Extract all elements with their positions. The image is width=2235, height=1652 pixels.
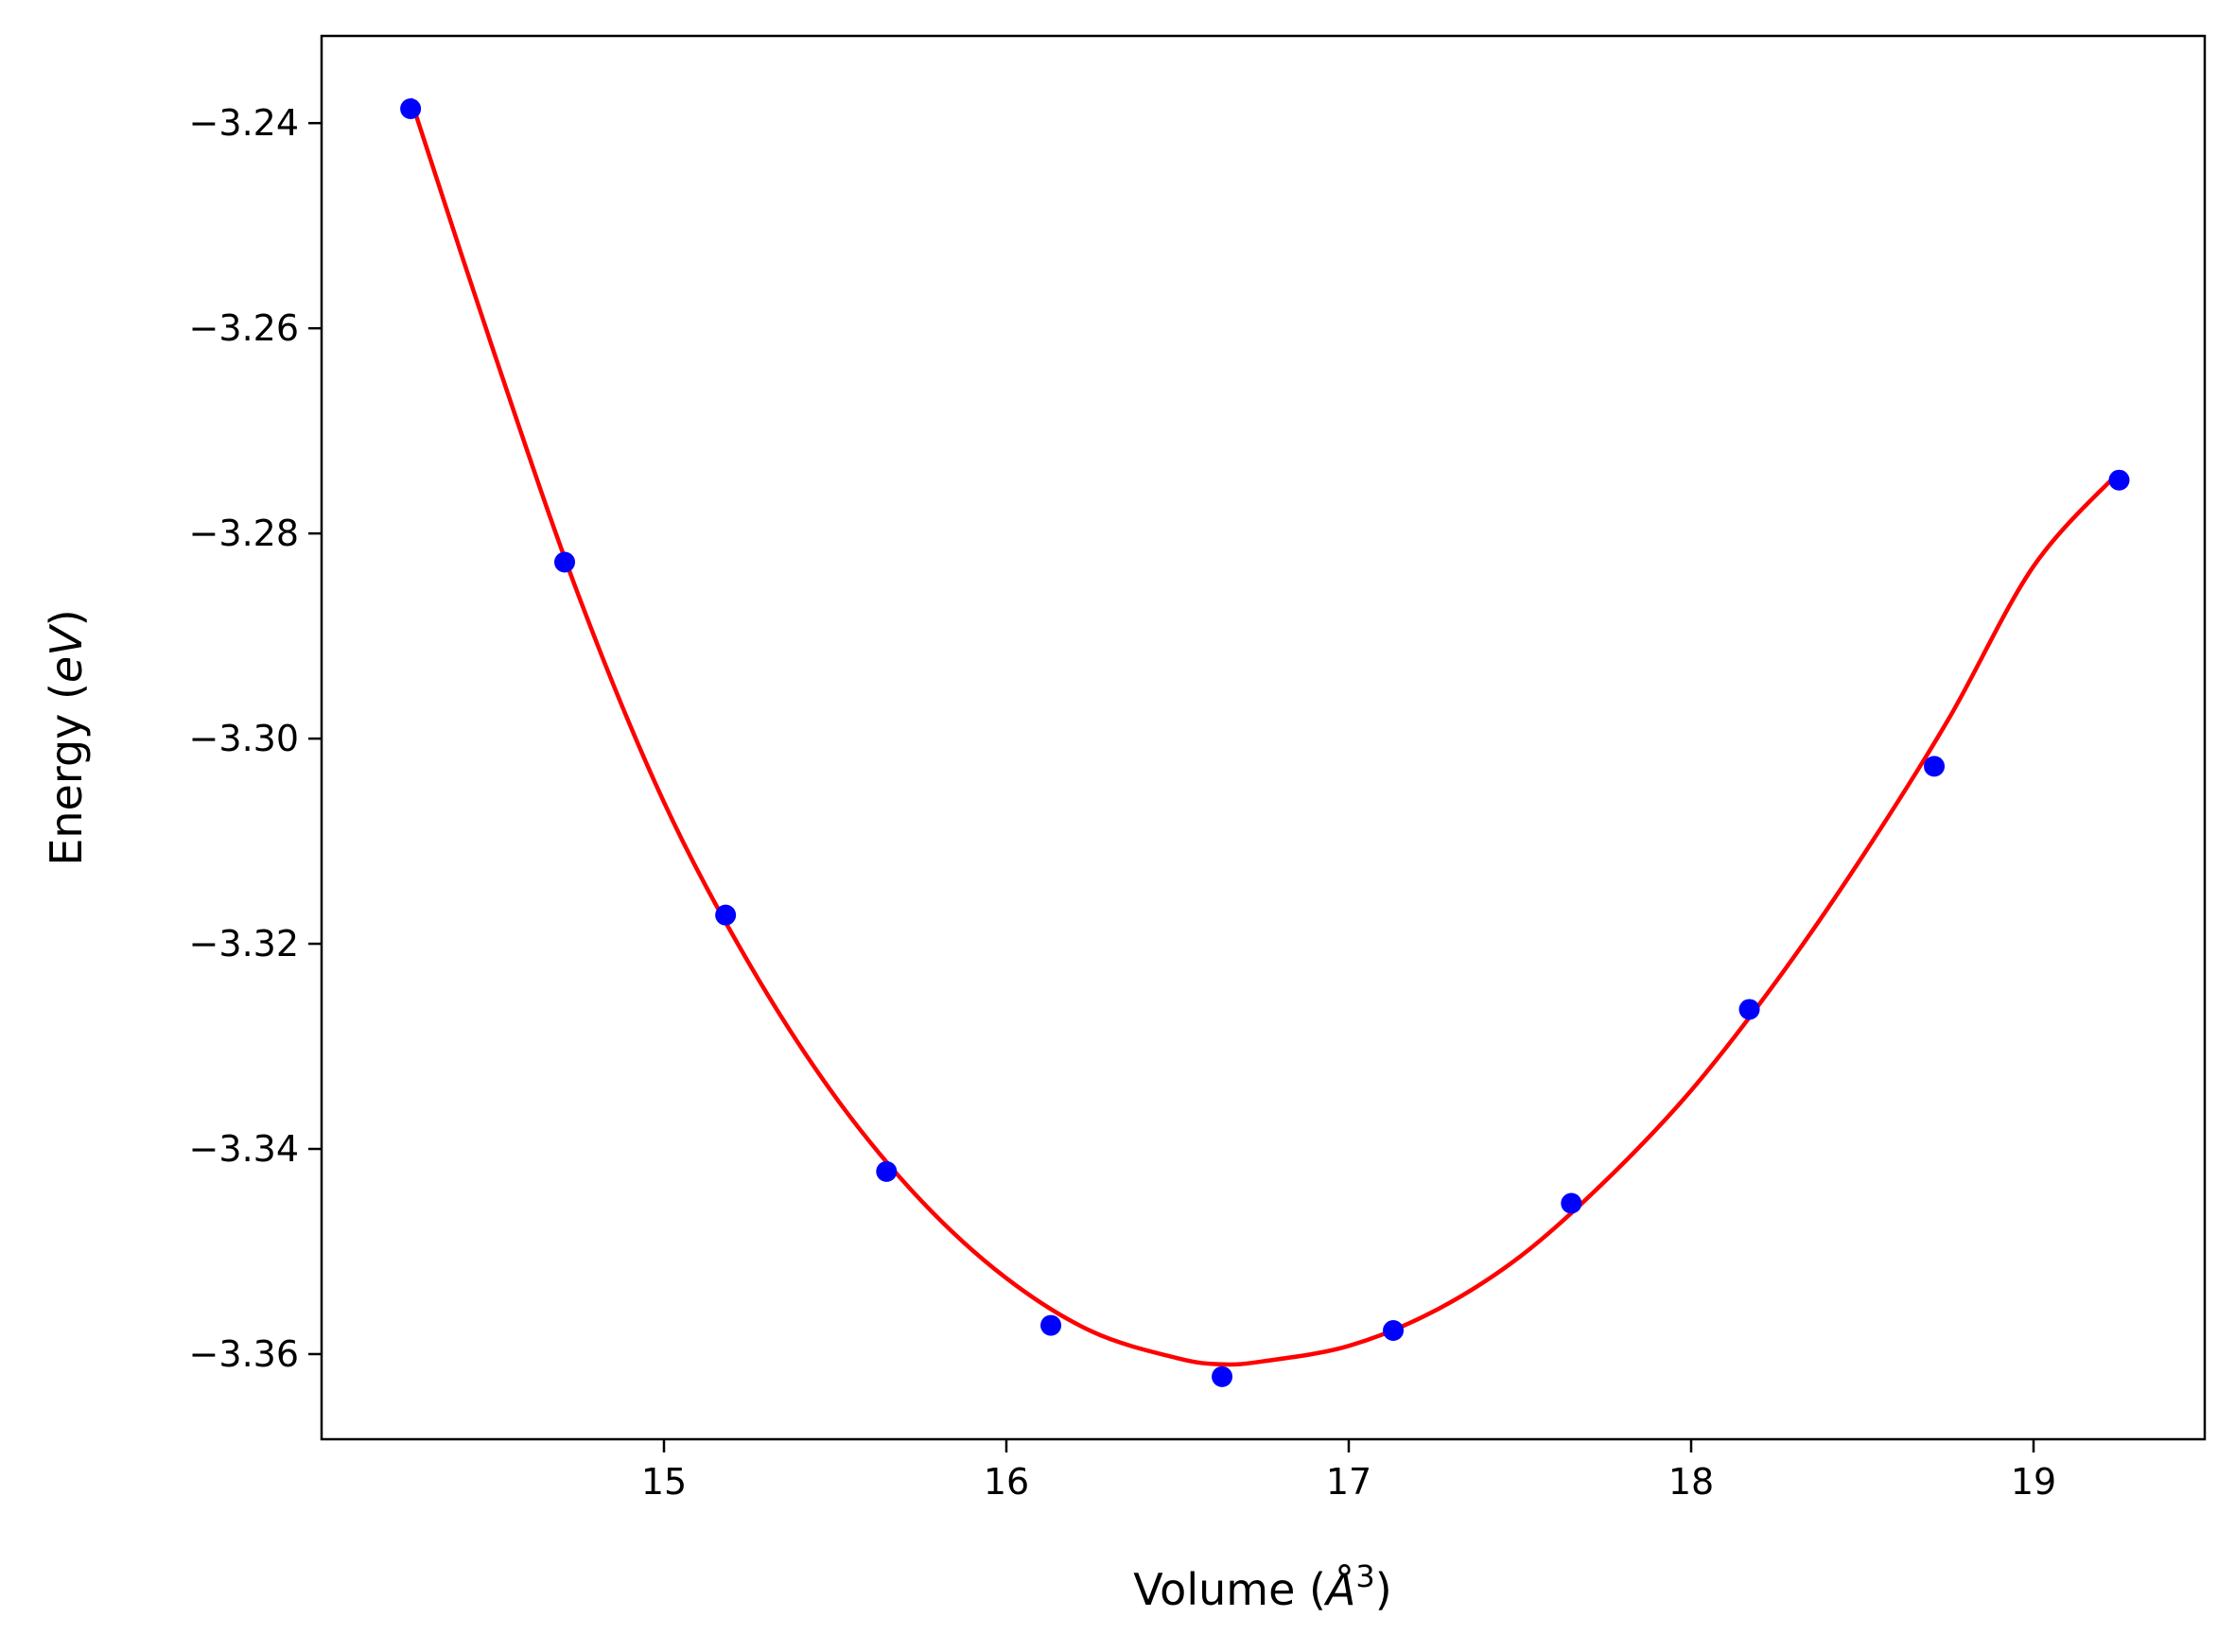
data-point xyxy=(1383,1320,1405,1342)
data-point xyxy=(1738,999,1760,1020)
data-point xyxy=(1212,1365,1233,1387)
data-point xyxy=(2108,469,2130,491)
data-point xyxy=(554,551,576,573)
data-point xyxy=(1561,1192,1582,1214)
y-tick-label: −3.30 xyxy=(189,718,299,759)
x-tick-label: 19 xyxy=(2011,1461,2056,1503)
y-axis-label: Energy (eV) xyxy=(41,609,92,865)
x-tick-label: 15 xyxy=(641,1461,687,1503)
data-point xyxy=(715,904,737,926)
data-point xyxy=(1924,756,1946,777)
x-tick-label: 16 xyxy=(984,1461,1029,1503)
data-point xyxy=(400,98,422,120)
y-tick-label: −3.28 xyxy=(189,513,299,554)
plot-area xyxy=(400,97,2130,1387)
y-tick-label: −3.26 xyxy=(189,307,299,349)
x-tick-label: 17 xyxy=(1326,1461,1371,1503)
axes-frame xyxy=(320,34,2207,1441)
y-tick-label: −3.34 xyxy=(189,1128,299,1170)
y-axis: −3.24 −3.26 −3.28 −3.30 −3.32 −3.34 −3.36 xyxy=(189,102,322,1375)
x-axis: 15 16 17 18 19 xyxy=(641,1439,2056,1503)
y-tick-label: −3.36 xyxy=(189,1333,299,1375)
data-point xyxy=(1040,1314,1062,1336)
y-tick-label: −3.32 xyxy=(189,923,299,965)
y-tick-label: −3.24 xyxy=(189,102,299,144)
fit-curve xyxy=(408,97,2122,1367)
data-point xyxy=(876,1160,898,1182)
x-tick-label: 18 xyxy=(1668,1461,1714,1503)
x-axis-label: Volume (Å3) xyxy=(1133,1558,1391,1615)
